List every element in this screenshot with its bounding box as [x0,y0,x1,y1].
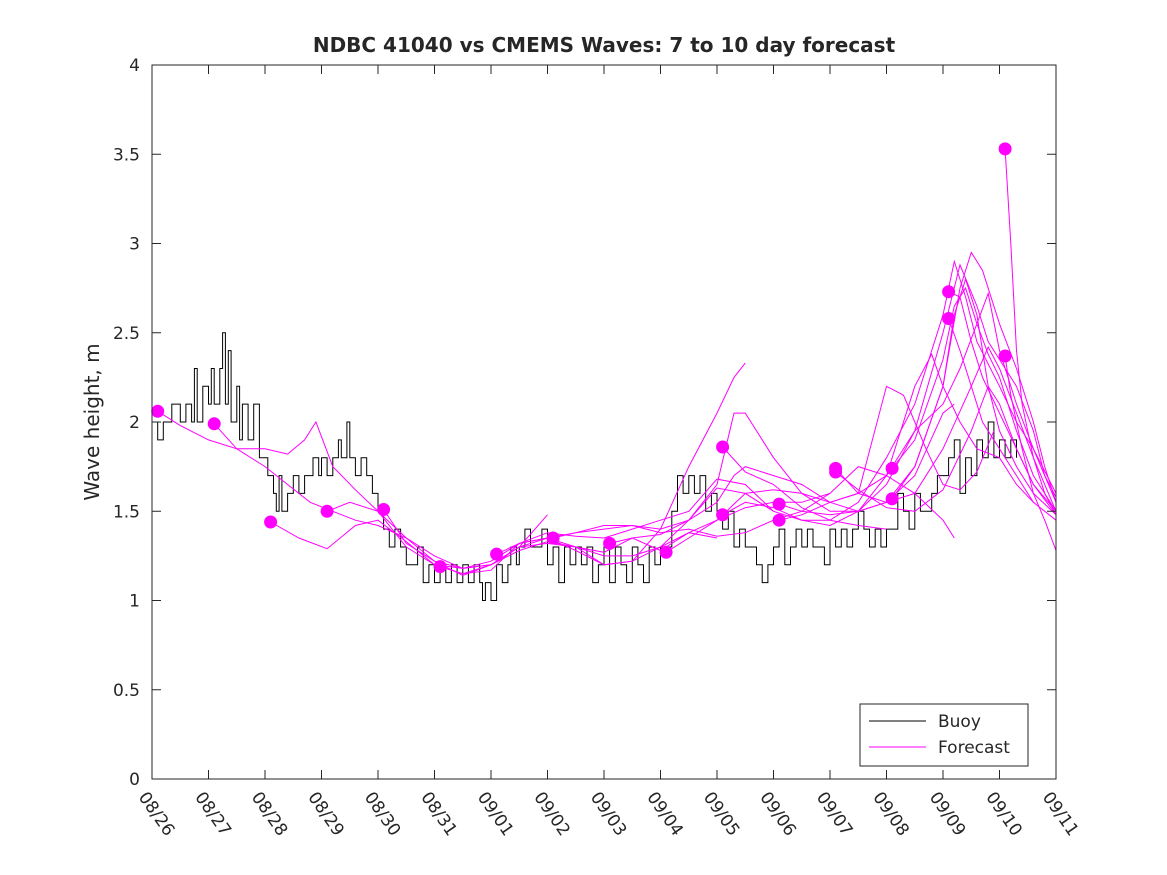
forecast-run-line-20 [948,318,1057,521]
forecast-run-line-3 [270,492,831,569]
forecast-run-line-1 [157,410,718,569]
y-axis-label: Wave height, m [80,343,104,500]
forecast-start-marker-13 [772,497,786,511]
forecast-run-line-19 [948,291,1057,512]
forecast-run-line-17 [891,286,1057,512]
buoy-series-line [152,332,1017,601]
forecast-start-marker-17 [885,461,899,475]
plot-background [152,65,1056,779]
forecast-run-line-4 [326,362,746,575]
forecast-start-marker-20 [942,312,956,325]
y-tick-label: 0 [129,770,140,790]
forecast-start-marker-11 [716,440,730,454]
forecast-start-marker-5 [377,503,391,516]
forecast-start-marker-21 [998,142,1012,156]
y-tick-label: 4 [129,56,140,76]
legend: Buoy Forecast [859,703,1029,767]
forecast-start-marker-1 [151,404,165,418]
y-tick-label: 3 [129,235,140,255]
forecast-run-line-6 [439,487,887,575]
plot-area [151,65,1057,779]
forecast-start-marker-18 [885,492,899,506]
y-tick-label: 1 [129,592,140,612]
y-tick-label: 3.5 [113,145,140,165]
forecast-start-marker-19 [942,285,956,299]
forecast-start-marker-14 [772,513,786,527]
forecast-start-marker-16 [829,465,843,479]
legend-box [859,703,1029,767]
forecast-start-marker-22 [998,349,1012,363]
forecast-run-line-21 [1004,148,1057,516]
forecast-start-marker-4 [320,504,334,518]
forecast-start-marker-6 [433,560,447,574]
y-tick-label: 1.5 [113,502,140,522]
y-tick-label: 0.5 [113,681,140,701]
forecast-start-marker-10 [659,545,673,559]
chart-title: NDBC 41040 vs CMEMS Waves: 7 to 10 day f… [313,33,896,57]
forecast-start-marker-7 [490,547,504,561]
forecast-run-line-13 [778,251,1057,516]
forecast-start-marker-8 [546,531,560,545]
forecast-start-marker-3 [264,515,278,529]
forecast-run-line-22 [1004,355,1057,551]
forecast-run-line-18 [891,277,1057,516]
legend-forecast-label: Forecast [938,738,1010,758]
forecast-start-marker-12 [716,508,730,522]
forecast-run-line-14 [778,291,1057,521]
forecast-start-marker-2 [207,417,221,431]
y-tick-label: 2 [129,413,140,433]
legend-buoy-label: Buoy [938,712,981,732]
forecast-start-marker-9 [603,536,617,550]
forecast-run-line-11 [722,259,1057,521]
y-tick-label: 2.5 [113,324,140,344]
forecast-run-line-5 [383,509,548,577]
